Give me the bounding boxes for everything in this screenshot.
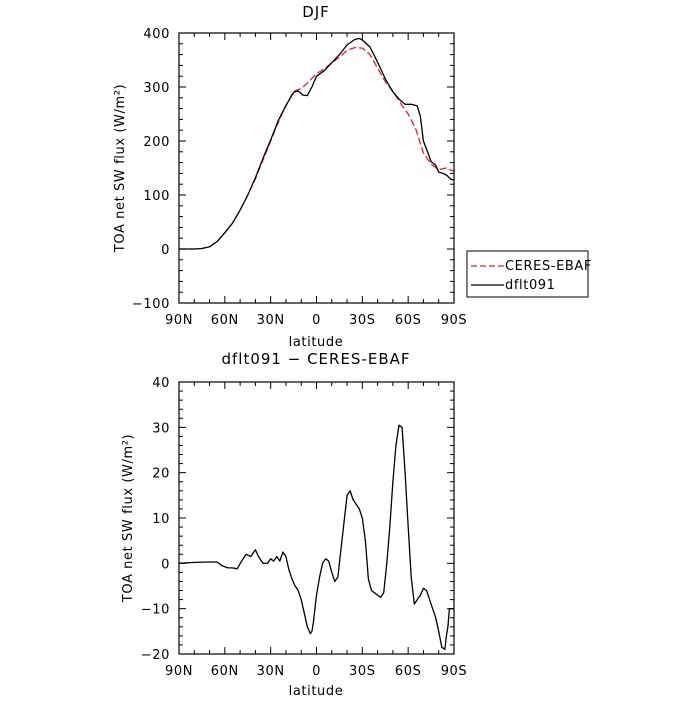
bottom-chart-ticks: 90N 60N 30N 0 30S 60S 90S −20 −10 0 10 20 30 40 (141, 376, 468, 679)
bottom-y-tick-label: −20 (141, 648, 170, 663)
legend-label-dflt: dflt091 (505, 278, 556, 293)
bottom-y-tick-label: −10 (141, 603, 170, 618)
bottom-y-tick-label: 10 (152, 512, 170, 527)
bottom-y-tick-label: 0 (161, 557, 170, 572)
top-y-tick-label: 0 (161, 243, 170, 258)
top-x-tick-label: 90N (165, 313, 193, 328)
bottom-chart-title: dflt091 − CERES-EBAF (221, 350, 410, 368)
bottom-x-tick-label: 60N (211, 664, 239, 679)
bottom-series-line-difference (178, 424, 454, 651)
top-chart-lines (179, 37, 455, 250)
top-y-tick-label: 100 (143, 189, 170, 204)
bottom-chart: dflt091 − CERES-EBAF 90N 60N 30N 0 30S 60S 90S… (121, 350, 467, 699)
bottom-x-tick-label: 90N (165, 664, 193, 679)
top-chart-legend: CERES-EBAF dflt091 (466, 250, 592, 298)
top-y-tick-label: 200 (143, 135, 170, 150)
top-series-line-dflt091 (179, 37, 455, 250)
top-x-tick-label: 90S (441, 313, 468, 328)
bottom-chart-lines (178, 424, 454, 651)
top-y-tick-label: 300 (143, 81, 170, 96)
top-chart-ylabel: TOA net SW flux (W/m²) (113, 84, 128, 253)
top-chart-title: DJF (302, 3, 330, 21)
bottom-chart-frame (178, 381, 455, 655)
bottom-x-tick-label: 30S (349, 664, 376, 679)
top-x-tick-label: 30N (257, 313, 285, 328)
top-y-tick-label: 400 (143, 27, 170, 42)
bottom-x-tick-label: 90S (441, 664, 468, 679)
top-x-tick-label: 60N (211, 313, 239, 328)
bottom-x-tick-label: 0 (312, 664, 321, 679)
top-x-tick-label: 60S (395, 313, 422, 328)
bottom-chart-xlabel: latitude (289, 684, 344, 699)
top-chart-xlabel: latitude (289, 335, 344, 350)
top-x-tick-label: 0 (312, 313, 321, 328)
bottom-y-tick-label: 40 (152, 376, 170, 391)
top-chart-frame (178, 32, 455, 304)
top-chart: DJF 90N 60N 30N 0 30S 60S 90S −100 0 100 200 300 400… (113, 3, 592, 350)
bottom-x-tick-label: 30N (257, 664, 285, 679)
legend-box (466, 250, 589, 298)
top-chart-ticks: 90N 60N 30N 0 30S 60S 90S −100 0 100 200 300 400 (132, 27, 467, 328)
top-y-tick-label: −100 (132, 297, 170, 312)
bottom-y-tick-label: 20 (152, 467, 170, 482)
bottom-y-tick-label: 30 (152, 421, 170, 436)
bottom-chart-ylabel: TOA net SW flux (W/m²) (121, 434, 136, 603)
top-x-tick-label: 30S (349, 313, 376, 328)
legend-label-ceres: CERES-EBAF (505, 259, 592, 274)
bottom-x-tick-label: 60S (395, 664, 422, 679)
